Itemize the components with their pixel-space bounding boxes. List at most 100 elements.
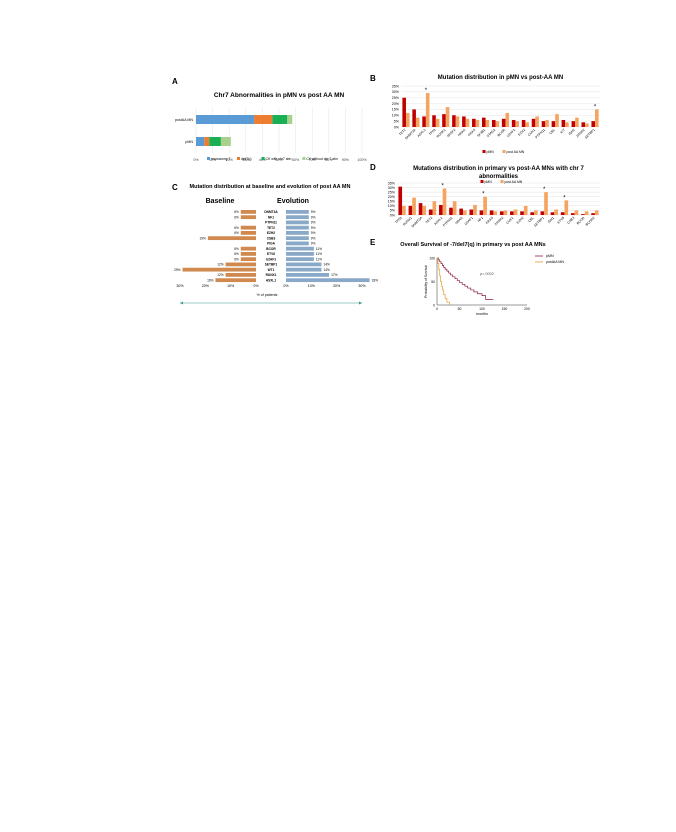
bar-post-aa-mn bbox=[575, 117, 579, 127]
p-value-annotation: p=.0002 bbox=[480, 272, 494, 276]
bar-pmn bbox=[398, 186, 403, 215]
y-tick-label: 25% bbox=[388, 190, 396, 194]
bar-evolution bbox=[286, 225, 309, 230]
legend-label-a: CK without chr 7 abn bbox=[306, 157, 338, 161]
bar-pmn bbox=[591, 121, 596, 127]
x-axis-label-e: months bbox=[476, 312, 488, 316]
bar-pmn bbox=[521, 119, 526, 127]
bar-pmn bbox=[452, 115, 456, 127]
bar-pmn bbox=[561, 119, 566, 127]
value-label-baseline: 6% bbox=[234, 210, 239, 214]
bar-baseline bbox=[240, 231, 256, 235]
category-label: BCOR bbox=[576, 215, 586, 225]
legend-swatch-a bbox=[302, 157, 306, 160]
bar-pmn bbox=[570, 213, 575, 215]
category-label-c: DNMT3A bbox=[264, 210, 278, 214]
bar-evolution bbox=[286, 278, 370, 283]
bar-post-aa-mn bbox=[462, 210, 467, 215]
category-label-c: WT1 bbox=[268, 268, 275, 272]
bar-post-aa-mn bbox=[594, 210, 599, 215]
bar-post-aa-mn bbox=[585, 123, 589, 127]
bar-post-aa-mn bbox=[405, 112, 410, 127]
bar-segment-a bbox=[272, 115, 288, 124]
panel-label-e: E bbox=[370, 238, 376, 247]
category-label: EZH2 bbox=[516, 216, 525, 225]
bar-baseline bbox=[240, 210, 256, 214]
y-tick-label: 5% bbox=[390, 209, 396, 213]
legend-swatch bbox=[502, 150, 506, 153]
bar-pmn bbox=[422, 116, 426, 127]
value-label-evolution: 11% bbox=[316, 252, 322, 256]
bar-baseline bbox=[182, 267, 256, 272]
bar-segment-a bbox=[220, 137, 231, 146]
bar-post-aa-mn bbox=[535, 116, 539, 127]
value-label-evolution: 33% bbox=[372, 278, 379, 282]
bar-evolution bbox=[286, 241, 309, 246]
value-label-evolution: 9% bbox=[311, 236, 316, 240]
bar-baseline bbox=[240, 215, 256, 220]
bar-baseline bbox=[225, 273, 256, 277]
category-label: EZH2 bbox=[517, 128, 526, 137]
tick-label-a: 30% bbox=[242, 158, 250, 162]
bar-post-aa-mn bbox=[534, 210, 538, 215]
significance-star: * bbox=[442, 183, 445, 189]
x-tick-label-e: 100 bbox=[479, 307, 485, 311]
value-label-evolution: 9% bbox=[311, 215, 316, 219]
bar-post-aa-mn bbox=[473, 204, 477, 215]
chart-title: abnormalities bbox=[479, 174, 519, 180]
value-label-baseline: 6% bbox=[234, 226, 239, 230]
category-label: ASXL1 bbox=[433, 216, 443, 226]
bar-post-aa-mn bbox=[432, 201, 437, 215]
bar-pmn bbox=[531, 118, 536, 127]
legend-label-e: pMN bbox=[546, 254, 554, 258]
bar-pmn bbox=[581, 122, 586, 127]
panel-b-mutation-distribution: Mutation distribution in pMN vs post-AA … bbox=[392, 75, 600, 154]
bar-pmn bbox=[412, 109, 416, 127]
x-tick-label-left: 30% bbox=[176, 284, 184, 288]
y-tick-label: 35% bbox=[392, 84, 400, 88]
value-label-evolution: 14% bbox=[323, 263, 330, 267]
y-tick-label-e: 100 bbox=[429, 256, 435, 260]
category-label: IDH1 bbox=[547, 216, 555, 224]
survival-curve-pmn bbox=[437, 257, 494, 300]
category-label-c: TET2 bbox=[267, 226, 275, 230]
bar-pmn bbox=[462, 116, 466, 127]
y-tick-label: 15% bbox=[392, 108, 400, 112]
bar-evolution bbox=[286, 252, 314, 256]
chart-c-left-title: Baseline bbox=[206, 198, 235, 205]
category-label: ASXL1 bbox=[416, 128, 426, 138]
bar-baseline bbox=[240, 252, 256, 256]
bar-post-aa-mn bbox=[523, 205, 528, 215]
value-label-evolution: 11% bbox=[316, 247, 322, 251]
category-label-c: EZH2 bbox=[267, 231, 275, 235]
category-label: BCOR2 bbox=[585, 216, 596, 227]
bar-post-aa-mn bbox=[495, 121, 500, 127]
category-label: SETBP1 bbox=[584, 128, 596, 140]
bar-post-aa-mn bbox=[442, 188, 447, 215]
legend-label-a: monosomy 7 bbox=[211, 157, 231, 161]
category-label-c: CSB3 bbox=[267, 236, 276, 240]
panel-a-chr7-abnormalities: Chr7 Abnormalities in pMN vs post AA MN 0… bbox=[175, 92, 367, 162]
chart-a-title: Chr7 Abnormalities in pMN vs post AA MN bbox=[214, 92, 345, 99]
bar-baseline bbox=[215, 278, 256, 283]
category-label: SF3B1 bbox=[476, 128, 486, 138]
bar-post-aa-mn bbox=[515, 121, 520, 127]
bar-evolution bbox=[286, 257, 314, 262]
bar-segment-a bbox=[204, 137, 210, 146]
value-label-baseline: 12% bbox=[217, 263, 224, 267]
category-label: IDH2 bbox=[568, 128, 576, 136]
bar-pmn bbox=[479, 210, 484, 215]
bar-baseline bbox=[240, 257, 256, 262]
category-label: CSB3 bbox=[566, 216, 575, 225]
bar-baseline bbox=[240, 246, 256, 251]
legend-label: post AA MN bbox=[507, 150, 525, 154]
value-label-evolution: 9% bbox=[311, 221, 316, 225]
x-tick-label-e: 200 bbox=[524, 307, 530, 311]
bar-pmn bbox=[442, 114, 446, 127]
category-label: SRSF2 bbox=[446, 128, 456, 138]
bar-post-aa-mn bbox=[422, 205, 427, 215]
y-tick-label: 30% bbox=[388, 186, 396, 190]
category-label: BCOR bbox=[497, 127, 507, 137]
legend-label-e: postAA MN bbox=[546, 260, 564, 264]
category-label: NRAS bbox=[454, 215, 464, 225]
